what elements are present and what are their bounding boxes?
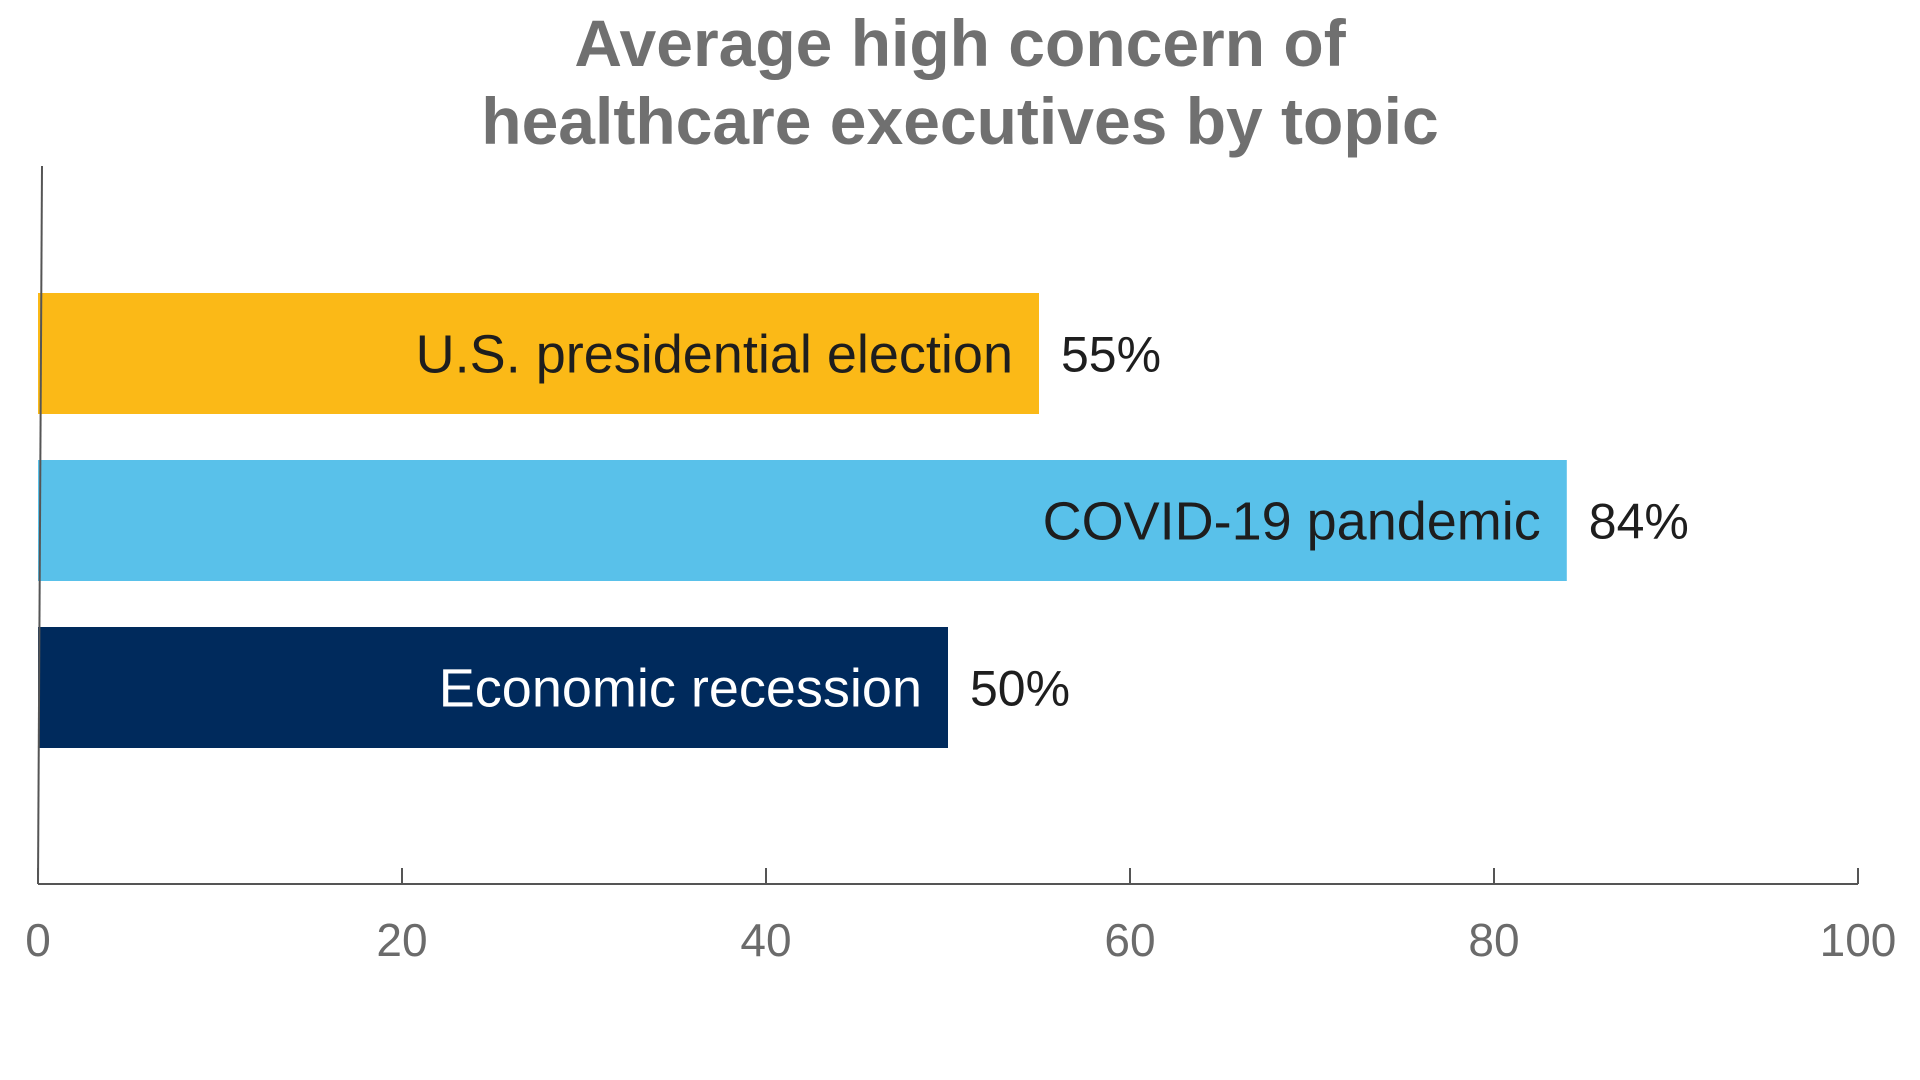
y-axis-line xyxy=(37,165,43,885)
bar-economic-recession xyxy=(38,627,948,748)
x-tick-label: 80 xyxy=(1468,914,1519,966)
bar-category-label: Economic recession xyxy=(439,659,922,719)
x-tick-label: 0 xyxy=(25,914,51,966)
bars-group: U.S. presidential election 55% COVID-19 pa… xyxy=(38,293,1689,748)
bar-covid-19-pandemic xyxy=(38,460,1567,581)
bar-value-label: 55% xyxy=(1061,327,1161,383)
bar-u-s-presidential-election xyxy=(38,293,1039,414)
x-tick-label: 40 xyxy=(740,914,791,966)
chart-title-line-2: healthcare executives by topic xyxy=(481,84,1439,158)
chart-title-line-1: Average high concern of xyxy=(574,6,1346,80)
bar-category-label: COVID-19 pandemic xyxy=(1043,492,1541,552)
bar-value-label: 84% xyxy=(1589,494,1689,550)
x-tick-label: 20 xyxy=(376,914,427,966)
chart-title: Average high concern of healthcare execu… xyxy=(0,4,1920,160)
x-tick-label: 100 xyxy=(1820,914,1897,966)
x-ticks-group: 0 20 40 60 80 100 xyxy=(25,868,1896,966)
axes-group xyxy=(37,165,1858,885)
bar-value-label: 50% xyxy=(970,661,1070,717)
bar-category-label: U.S. presidential election xyxy=(416,325,1013,385)
x-tick-label: 60 xyxy=(1104,914,1155,966)
